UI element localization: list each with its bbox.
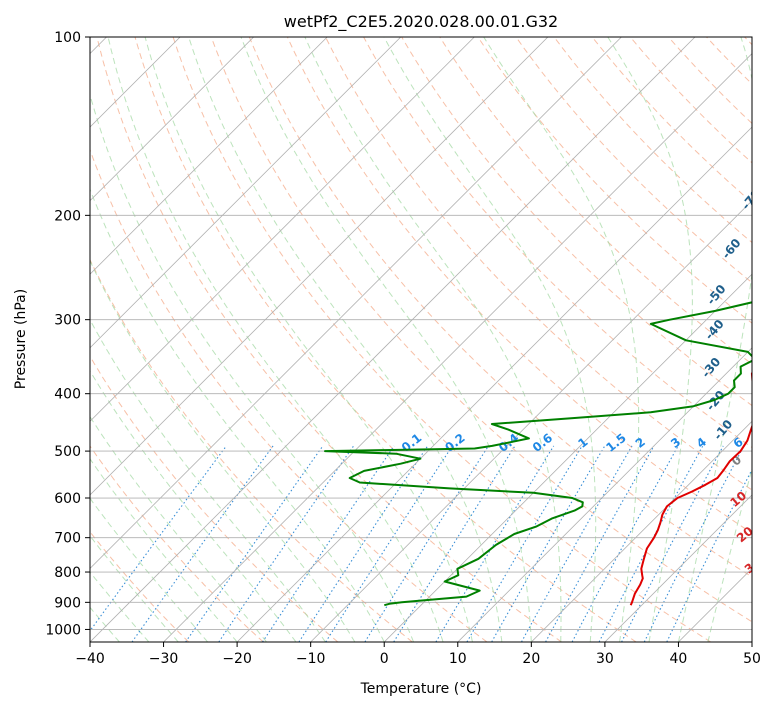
x-tick-label: 0 [380, 651, 389, 667]
y-tick-label: 500 [54, 444, 81, 460]
mixing-ratio-line [466, 445, 583, 642]
moist-adiabat-line [383, 37, 597, 642]
moist-adiabat-line [677, 37, 752, 642]
y-tick-label: 900 [54, 595, 81, 611]
y-tick-label: 200 [54, 208, 81, 224]
moist-adiabat-line [90, 318, 326, 642]
dry-adiabat-label: 30 [742, 555, 764, 576]
mixing-ratio-line [545, 445, 655, 642]
y-tick-label: 1000 [45, 622, 81, 638]
sounding-profiles [324, 301, 752, 607]
y-tick-label: 300 [54, 313, 81, 329]
dry-adiabat-line [248, 37, 752, 578]
dry-adiabat-line [96, 37, 562, 642]
mixing-ratio-line [218, 445, 355, 642]
dry-adiabat-line [90, 445, 264, 642]
plot-frame [89, 36, 753, 643]
isotherm-line [457, 347, 752, 642]
isotherm-line [163, 52, 752, 642]
mixing-ratio-line [364, 445, 489, 642]
mixing-ratio-line [621, 445, 724, 642]
y-axis: 100 200 300 400 500 600 700 800 900 1000 [45, 30, 90, 638]
isotherm-line [90, 37, 254, 202]
plot-area: 0.10.20.40.611.5234681013162025303601020… [90, 37, 764, 642]
dry-adiabat-line [286, 37, 752, 534]
isobar-grid [90, 37, 752, 630]
mixing-ratio-line [185, 445, 324, 642]
mixing-ratio-line [131, 445, 274, 642]
mixing-ratio-line [262, 445, 395, 642]
moist-adiabat-line [188, 37, 503, 642]
isotherm-line [236, 126, 752, 642]
y-axis-label: Pressure (hPa) [13, 289, 29, 389]
x-tick-label: 40 [670, 651, 688, 667]
isotherm-line [90, 37, 402, 349]
y-tick-label: 400 [54, 387, 81, 403]
mixing-ratio-line [643, 445, 745, 642]
dry-adiabat-line [90, 258, 413, 642]
dry-adiabat-line [172, 37, 712, 642]
isotherm-line [90, 37, 696, 642]
dry-adiabats [90, 37, 752, 642]
chart-title: wetPf2_C2E5.2020.028.00.01.G32 [284, 12, 558, 32]
mixing-ratio-line [435, 445, 555, 642]
isotherm-line [90, 37, 549, 496]
y-tick-label: 800 [54, 565, 81, 581]
x-axis-label: Temperature (°C) [360, 681, 482, 697]
y-tick-label: 600 [54, 491, 81, 507]
moist-adiabat-line [304, 37, 562, 642]
isotherm-line [310, 200, 752, 642]
moist-adiabat-line [240, 37, 532, 642]
moist-adiabat-line [90, 369, 297, 642]
mixing-ratio-line [325, 445, 453, 642]
isotherm-line [90, 37, 328, 275]
mixing-ratio-line [521, 445, 633, 642]
moist-adiabat-line [90, 457, 238, 642]
temperature-profile [629, 371, 752, 606]
moist-adiabat-line [483, 37, 640, 642]
dewpoint-profile [324, 301, 752, 607]
x-tick-label: −40 [75, 651, 105, 667]
isotherm-line [531, 420, 752, 642]
mixing-ratio-line [666, 468, 752, 642]
isotherm-line [604, 494, 752, 642]
moist-adiabat-line [90, 497, 209, 642]
isotherm-line [90, 37, 475, 422]
moist-adiabat-line [607, 37, 693, 642]
mixing-ratio-lines [90, 445, 752, 642]
moist-adiabat-line [90, 535, 179, 642]
mixing-ratio-line [298, 445, 429, 642]
y-tick-label: 100 [54, 30, 81, 46]
moist-adiabat-line [90, 415, 267, 642]
moist-adiabat-line [707, 467, 752, 642]
dry-adiabat-line [90, 355, 339, 642]
moist-adiabat-line [144, 37, 473, 642]
moist-adiabat-line [90, 188, 385, 642]
dry-adiabat-line [210, 37, 752, 623]
dry-adiabat-line [325, 37, 752, 491]
x-tick-label: −10 [296, 651, 326, 667]
x-tick-label: 30 [596, 651, 614, 667]
x-tick-label: −20 [222, 651, 252, 667]
moist-adiabat-line [90, 259, 356, 642]
x-tick-label: 50 [743, 651, 761, 667]
x-axis: −40 −30 −20 −10 0 10 20 30 40 50 [75, 642, 761, 667]
isotherm-line [90, 37, 622, 570]
x-tick-label: 10 [449, 651, 467, 667]
x-tick-label: 20 [522, 651, 540, 667]
x-tick-label: −30 [149, 651, 179, 667]
y-tick-label: 700 [54, 531, 81, 547]
